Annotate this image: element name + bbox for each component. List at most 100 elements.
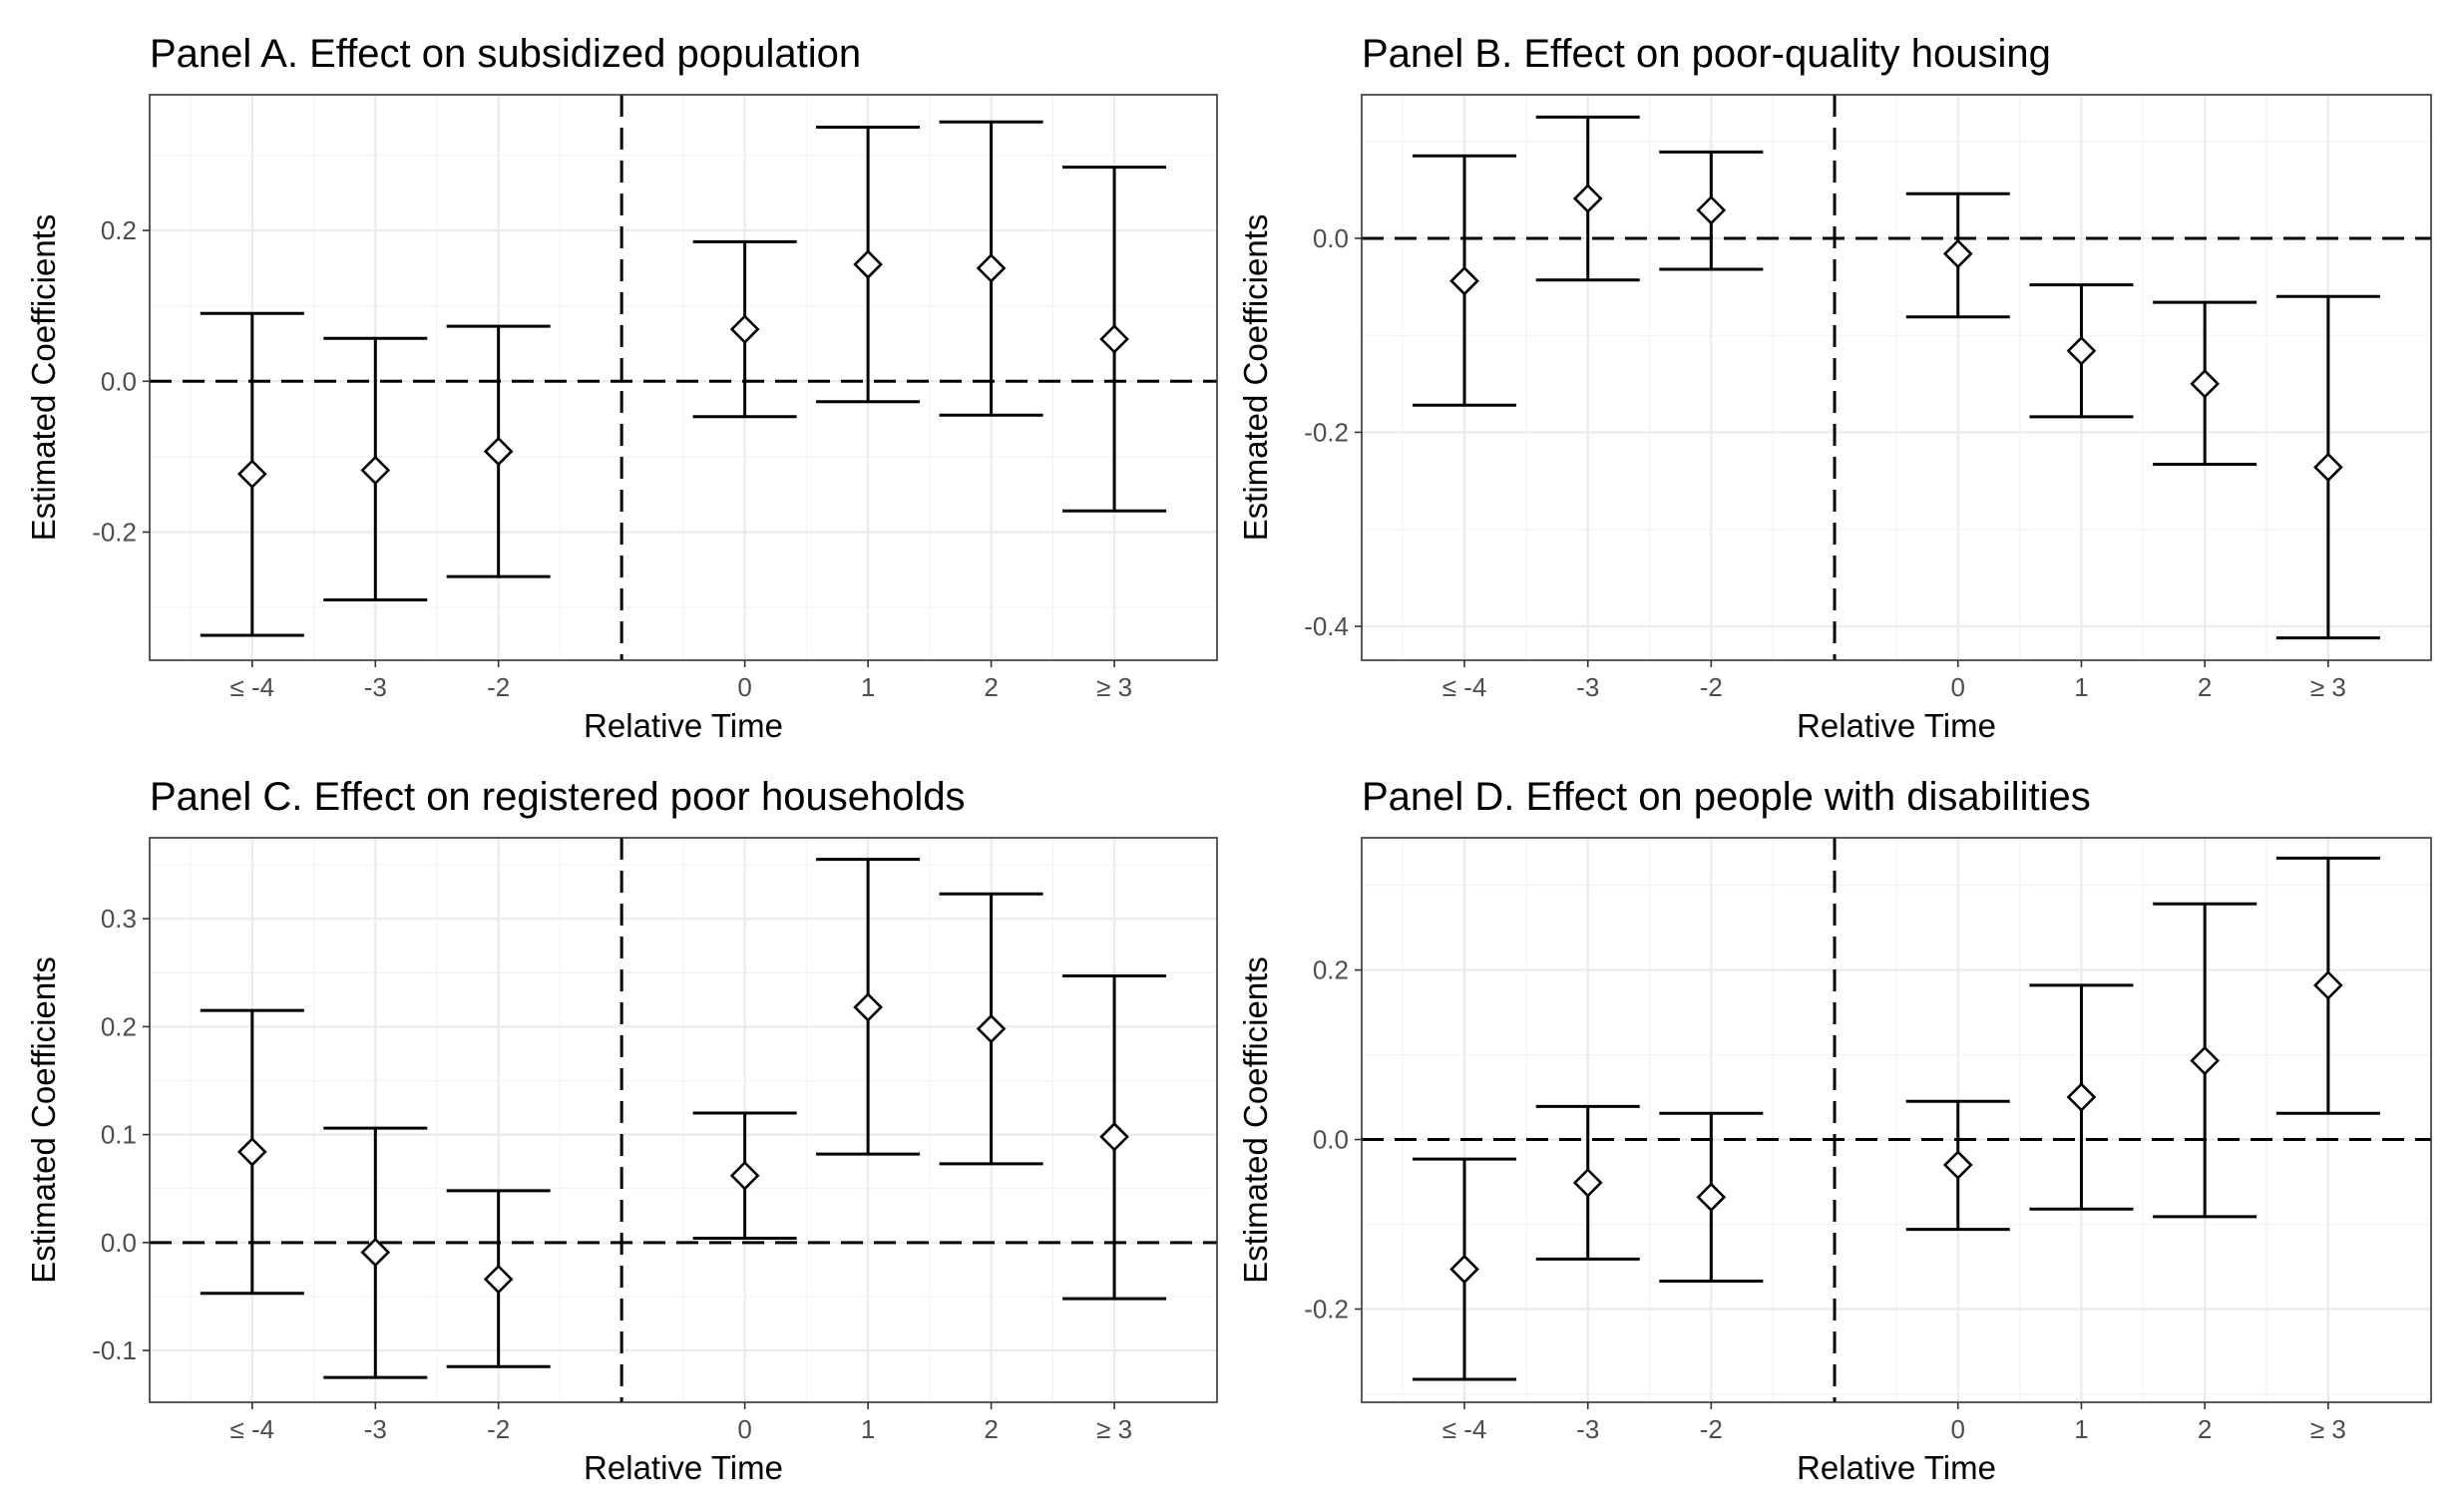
panel-d: -0.2 0.0 0.2 ≤ -4 -3 -2 0 1 2 ≥ 3 Relative Time Est… (1237, 775, 2432, 1486)
panel-c: -0.1 0.0 0.1 0.2 0.3 ≤ -4 -3 -2 0 1 2 ≥ 3 Relative T… (25, 775, 1218, 1486)
x-tick-label: -3 (1576, 672, 1599, 702)
point-estimate (236, 1137, 267, 1167)
plot-frame (149, 94, 1218, 661)
estimate-4 (816, 126, 921, 404)
point-estimate (360, 455, 391, 486)
point-estimate (2313, 452, 2343, 483)
point-estimate (1696, 1182, 1727, 1213)
x-tick-label: 2 (2198, 672, 2212, 702)
estimate-3 (1905, 1099, 2010, 1232)
y-tick-label: 0.2 (101, 215, 137, 245)
estimate-4 (2029, 983, 2134, 1211)
estimate-0 (1413, 154, 1517, 407)
estimate-5 (2153, 300, 2258, 467)
point-estimate (2190, 368, 2221, 399)
estimate-6 (2275, 294, 2380, 640)
x-tick-label: -3 (364, 672, 387, 702)
point-estimate (2190, 1045, 2221, 1076)
point-estimate (729, 314, 760, 344)
point-estimate (1449, 265, 1479, 296)
x-tick-label: -2 (1700, 1414, 1723, 1444)
y-axis-title: Estimated Coefficients (1237, 956, 1274, 1284)
estimate-1 (323, 336, 428, 602)
estimate-2 (446, 1189, 551, 1368)
panel-title: Panel C. Effect on registered poor house… (150, 775, 966, 819)
x-tick-label: -2 (1700, 672, 1723, 702)
estimate-1 (1535, 1104, 1640, 1261)
estimate-0 (200, 311, 304, 637)
point-estimate (1099, 1121, 1129, 1152)
x-tick-label: -3 (364, 1414, 387, 1444)
x-tick-label: ≥ 3 (2310, 1414, 2346, 1444)
point-estimate (1572, 1168, 1603, 1198)
y-tick-label: 0.2 (101, 1011, 137, 1041)
estimate-3 (692, 1111, 797, 1241)
plot-frame (1361, 94, 2432, 661)
x-tick-label: ≤ -4 (1442, 672, 1487, 702)
y-tick-label: 0.2 (1313, 955, 1349, 985)
x-axis-title: Relative Time (1797, 1449, 1996, 1486)
estimate-0 (200, 1008, 304, 1296)
estimate-6 (1062, 166, 1167, 513)
y-axis-title: Estimated Coefficients (1237, 214, 1274, 542)
panel-title: Panel D. Effect on people with disabilit… (1362, 775, 2091, 819)
x-tick-label: -3 (1576, 1414, 1599, 1444)
y-tick-label: -0.2 (1304, 417, 1349, 447)
plot-frame (149, 837, 1218, 1403)
estimate-4 (2029, 283, 2134, 419)
estimate-2 (1659, 150, 1764, 271)
point-estimate (729, 1160, 760, 1191)
point-estimate (976, 253, 1007, 283)
estimate-2 (446, 324, 551, 578)
x-axis-title: Relative Time (584, 1449, 783, 1486)
y-tick-label: 0.1 (101, 1120, 137, 1150)
x-tick-label: 2 (2198, 1414, 2212, 1444)
point-estimate (2066, 335, 2097, 366)
y-tick-label: 0.0 (1313, 223, 1349, 253)
point-estimate (976, 1013, 1007, 1044)
estimate-3 (692, 239, 797, 419)
x-axis-title: Relative Time (1797, 707, 1996, 744)
estimate-1 (1535, 115, 1640, 282)
x-tick-label: 1 (861, 1414, 875, 1444)
point-estimate (483, 436, 514, 467)
y-tick-label: 0.0 (1313, 1125, 1349, 1155)
x-axis-title: Relative Time (584, 707, 783, 744)
point-estimate (853, 249, 883, 279)
point-estimate (1696, 194, 1727, 225)
panel-title: Panel A. Effect on subsidized population (150, 32, 861, 76)
x-tick-label: ≥ 3 (2310, 672, 2346, 702)
x-tick-label: 2 (984, 672, 998, 702)
point-estimate (853, 992, 883, 1022)
point-estimate (360, 1237, 391, 1268)
estimate-1 (323, 1126, 428, 1379)
estimate-3 (1905, 191, 2010, 319)
y-tick-label: -0.4 (1304, 611, 1349, 641)
plot-frame (1361, 837, 2432, 1403)
x-tick-label: 1 (2074, 672, 2088, 702)
estimate-6 (2275, 856, 2380, 1115)
x-tick-label: ≤ -4 (230, 1414, 275, 1444)
x-tick-label: 2 (984, 1414, 998, 1444)
point-estimate (483, 1264, 514, 1295)
estimate-6 (1062, 974, 1167, 1301)
y-tick-label: -0.1 (92, 1335, 137, 1365)
x-tick-label: ≤ -4 (230, 672, 275, 702)
estimate-5 (2153, 902, 2258, 1219)
point-estimate (2313, 970, 2343, 1000)
estimate-4 (816, 858, 921, 1156)
estimate-5 (939, 120, 1043, 417)
point-estimate (1942, 1150, 1973, 1180)
y-tick-label: -0.2 (92, 517, 137, 547)
x-tick-label: 0 (1951, 1414, 1965, 1444)
x-tick-label: 0 (1951, 672, 1965, 702)
panel-title: Panel B. Effect on poor-quality housing (1362, 32, 2051, 76)
point-estimate (1572, 184, 1603, 213)
estimate-5 (939, 892, 1043, 1166)
x-tick-label: -2 (487, 672, 510, 702)
point-estimate (236, 459, 267, 490)
y-tick-label: -0.2 (1304, 1295, 1349, 1324)
point-estimate (1449, 1254, 1479, 1285)
x-tick-label: ≥ 3 (1096, 1414, 1132, 1444)
